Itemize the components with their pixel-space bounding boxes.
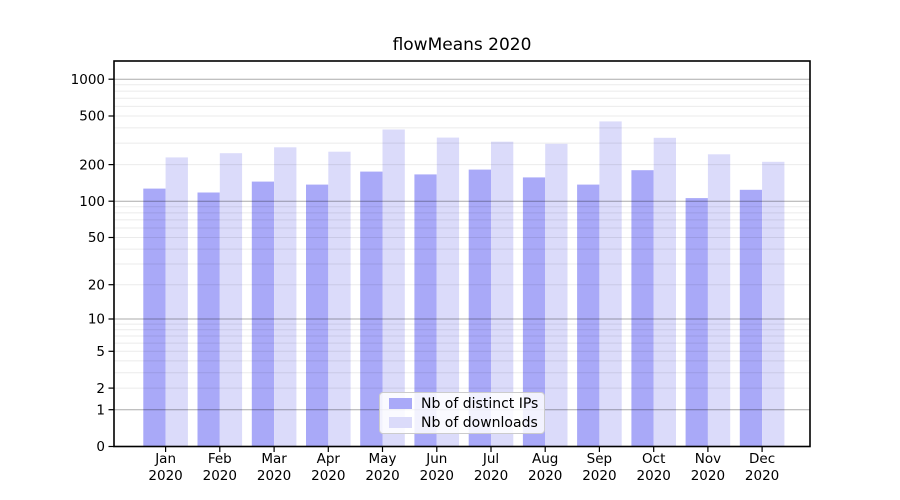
x-tick-label-month: Jul [482,451,499,467]
bar-downloads-feb [219,153,243,447]
y-tick-label: 0 [96,439,105,455]
x-tick-label-year: 2020 [365,468,399,484]
x-tick-label-month: Aug [532,451,558,467]
x-tick-label-year: 2020 [582,468,616,484]
bar-distinct-ips-jun [414,174,437,447]
bar-downloads-jan [165,157,188,447]
x-tick-label-month: May [369,451,397,467]
x-tick-label-year: 2020 [474,468,508,484]
bar-downloads-sep [599,121,622,447]
x-tick-label-year: 2020 [148,468,182,484]
bar-distinct-ips-dec [739,189,763,447]
x-tick-label-year: 2020 [528,468,562,484]
y-tick-label: 20 [88,277,105,293]
x-tick-label-year: 2020 [691,468,725,484]
x-tick-label-month: Feb [208,451,232,467]
y-tick-label: 1 [96,402,105,418]
x-tick-label-year: 2020 [203,468,237,484]
bar-distinct-ips-apr [306,184,329,447]
x-tick-label-month: Apr [317,451,341,467]
bar-downloads-apr [328,151,351,447]
bar-distinct-ips-oct [631,170,654,447]
x-tick-label-month: Nov [695,451,721,467]
bar-downloads-aug [545,143,568,447]
bar-downloads-mar [274,147,297,447]
x-tick-label-month: Sep [587,451,612,467]
y-tick-label: 2 [96,381,105,397]
x-tick-label-year: 2020 [637,468,671,484]
y-tick-label: 1000 [71,72,105,88]
bar-distinct-ips-jul [468,169,491,447]
bar-downloads-oct [653,137,676,447]
y-tick-label: 50 [88,230,105,246]
legend-item-distinct-ips: Nb of distinct IPs [389,395,539,412]
y-tick-label: 5 [96,344,105,360]
legend-label-downloads: Nb of downloads [421,414,538,431]
y-tick-label: 500 [79,109,105,125]
y-tick-label: 100 [79,194,105,210]
bar-downloads-dec [762,161,785,447]
bar-distinct-ips-sep [577,184,600,447]
legend-item-downloads: Nb of downloads [389,414,538,431]
bar-distinct-ips-feb [197,192,220,447]
legend: Nb of distinct IPs Nb of downloads [379,392,545,434]
bar-distinct-ips-nov [685,198,708,447]
x-tick-label-year: 2020 [745,468,779,484]
y-tick-label: 10 [88,312,105,328]
x-tick-label-year: 2020 [257,468,291,484]
bar-downloads-nov [707,154,731,447]
bar-downloads-may [382,129,405,447]
bar-distinct-ips-may [360,171,383,447]
bar-distinct-ips-jan [143,188,166,447]
plot-frame [113,60,811,448]
bar-distinct-ips-mar [251,181,275,447]
bar-downloads-jul [491,141,514,447]
legend-label-distinct-ips: Nb of distinct IPs [421,395,539,412]
x-tick-label-month: Oct [642,451,665,467]
y-tick-label: 200 [79,157,105,173]
bar-distinct-ips-aug [522,177,546,447]
x-tick-label-year: 2020 [420,468,454,484]
x-tick-label-month: Jun [425,451,447,467]
legend-swatch-downloads [389,417,412,428]
x-tick-label-month: Dec [749,451,775,467]
x-tick-label-month: Jan [154,451,176,467]
legend-swatch-distinct-ips [389,398,412,409]
x-tick-label-month: Mar [261,451,287,467]
x-tick-label-year: 2020 [311,468,345,484]
bar-downloads-jun [436,137,460,447]
chart-title: flowMeans 2020 [392,35,532,55]
